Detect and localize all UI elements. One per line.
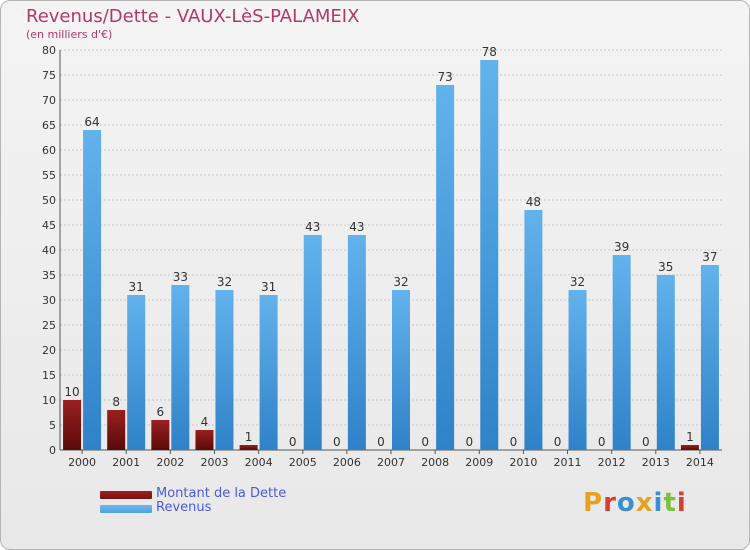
y-tick-label: 35 <box>42 269 56 282</box>
legend-label-revenus: Revenus <box>156 500 212 515</box>
data-label-dette: 10 <box>64 385 79 399</box>
bar-revenus-2011 <box>568 290 587 450</box>
data-label-revenus: 43 <box>305 220 320 234</box>
data-label-revenus: 39 <box>614 240 629 254</box>
y-tick-label: 65 <box>42 119 56 132</box>
data-label-dette: 0 <box>642 435 650 449</box>
logo-letter: i <box>653 488 664 518</box>
bar-revenus-2005 <box>303 235 322 450</box>
data-label-dette: 0 <box>377 435 385 449</box>
y-tick-label: 40 <box>42 244 56 257</box>
bar-dette-2004 <box>239 445 258 450</box>
data-label-dette: 1 <box>245 430 253 444</box>
y-tick-label: 10 <box>42 394 56 407</box>
data-label-revenus: 33 <box>173 270 188 284</box>
logo-letter: P <box>583 488 604 518</box>
y-tick-label: 45 <box>42 219 56 232</box>
logo-letter: x <box>635 488 654 518</box>
x-tick-label: 2002 <box>156 456 184 469</box>
data-label-revenus: 35 <box>658 260 673 274</box>
x-tick-label: 2014 <box>686 456 714 469</box>
data-label-revenus: 78 <box>482 45 497 59</box>
bar-revenus-2002 <box>171 285 190 450</box>
y-tick-label: 70 <box>42 94 56 107</box>
data-label-dette: 0 <box>554 435 562 449</box>
bar-dette-2002 <box>151 420 170 450</box>
bar-revenus-2014 <box>700 265 719 450</box>
bar-revenus-2010 <box>524 210 543 450</box>
y-tick-label: 60 <box>42 144 56 157</box>
logo-letter: i <box>676 488 687 518</box>
data-label-revenus: 32 <box>570 275 585 289</box>
data-label-dette: 4 <box>201 415 209 429</box>
data-label-dette: 0 <box>510 435 518 449</box>
y-tick-label: 55 <box>42 169 56 182</box>
y-tick-label: 5 <box>49 419 56 432</box>
x-tick-label: 2012 <box>598 456 626 469</box>
data-label-dette: 6 <box>157 405 165 419</box>
y-tick-label: 75 <box>42 69 56 82</box>
bar-revenus-2012 <box>612 255 631 450</box>
data-label-dette: 0 <box>421 435 429 449</box>
legend-swatch-dette <box>100 491 152 499</box>
bar-revenus-2004 <box>259 295 278 450</box>
data-label-revenus: 73 <box>437 70 452 84</box>
bar-dette-2003 <box>195 430 214 450</box>
x-tick-label: 2005 <box>289 456 317 469</box>
y-tick-label: 20 <box>42 344 56 357</box>
chart-title: Revenus/Dette - VAUX-LèS-PALAMEIX <box>26 6 360 27</box>
x-tick-label: 2013 <box>642 456 670 469</box>
x-tick-label: 2007 <box>377 456 405 469</box>
bar-revenus-2003 <box>215 290 234 450</box>
chart-subtitle: (en milliers d'€) <box>26 28 113 41</box>
data-label-revenus: 32 <box>217 275 232 289</box>
x-tick-label: 2006 <box>333 456 361 469</box>
proxiti-logo[interactable]: Proxiti <box>583 488 687 518</box>
y-tick-label: 80 <box>42 44 56 57</box>
data-label-dette: 8 <box>112 395 120 409</box>
legend-swatch-revenus <box>100 505 152 513</box>
bar-dette-2014 <box>680 445 699 450</box>
data-label-dette: 1 <box>686 430 694 444</box>
legend-label-dette: Montant de la Dette <box>156 486 287 501</box>
bar-revenus-2007 <box>392 290 410 450</box>
data-label-dette: 0 <box>289 435 297 449</box>
x-tick-label: 2008 <box>421 456 449 469</box>
data-label-revenus: 64 <box>84 115 99 129</box>
bar-revenus-2000 <box>83 130 102 450</box>
x-tick-label: 2000 <box>68 456 96 469</box>
bar-revenus-2009 <box>480 60 499 450</box>
bar-revenus-2006 <box>347 235 366 450</box>
y-tick-label: 50 <box>42 194 56 207</box>
x-tick-label: 2001 <box>112 456 140 469</box>
x-tick-label: 2004 <box>245 456 273 469</box>
x-tick-label: 2009 <box>465 456 493 469</box>
logo-letter: r <box>603 488 617 518</box>
y-tick-label: 30 <box>42 294 56 307</box>
bar-dette-2001 <box>107 410 126 450</box>
bar-dette-2000 <box>63 400 82 450</box>
data-label-dette: 0 <box>333 435 341 449</box>
logo-letter: o <box>616 488 636 518</box>
y-tick-label: 25 <box>42 319 56 332</box>
x-tick-label: 2003 <box>200 456 228 469</box>
bar-revenus-2001 <box>127 295 146 450</box>
data-label-revenus: 48 <box>526 195 541 209</box>
data-label-revenus: 31 <box>129 280 144 294</box>
logo-letter: t <box>663 488 677 518</box>
y-tick-label: 15 <box>42 369 56 382</box>
data-label-dette: 0 <box>598 435 606 449</box>
x-tick-label: 2010 <box>509 456 537 469</box>
bar-revenus-2013 <box>656 275 675 450</box>
y-tick-label: 0 <box>49 444 56 457</box>
data-label-revenus: 37 <box>702 250 717 264</box>
data-label-dette: 0 <box>465 435 473 449</box>
x-tick-label: 2011 <box>554 456 582 469</box>
data-label-revenus: 32 <box>393 275 408 289</box>
bar-revenus-2008 <box>436 85 455 450</box>
data-label-revenus: 31 <box>261 280 276 294</box>
data-label-revenus: 43 <box>349 220 364 234</box>
